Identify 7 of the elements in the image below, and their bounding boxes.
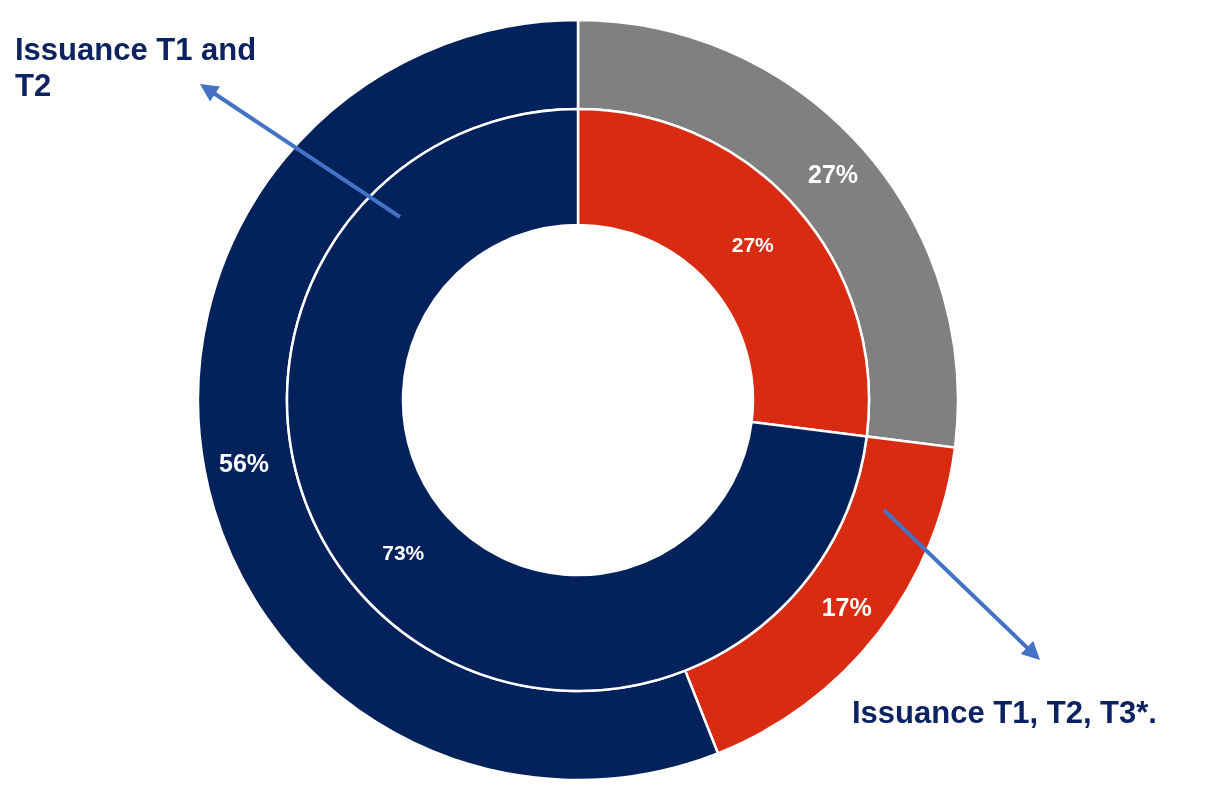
text: Issuance T1, T2, T3*. xyxy=(852,695,1158,731)
data-label: 27% xyxy=(808,160,859,189)
text: Issuance T1 and T2 xyxy=(15,32,258,104)
data-label: 27% xyxy=(731,232,775,256)
data-label: 56% xyxy=(219,448,270,477)
data-label: 17% xyxy=(821,593,872,622)
data-label: 73% xyxy=(382,541,425,565)
